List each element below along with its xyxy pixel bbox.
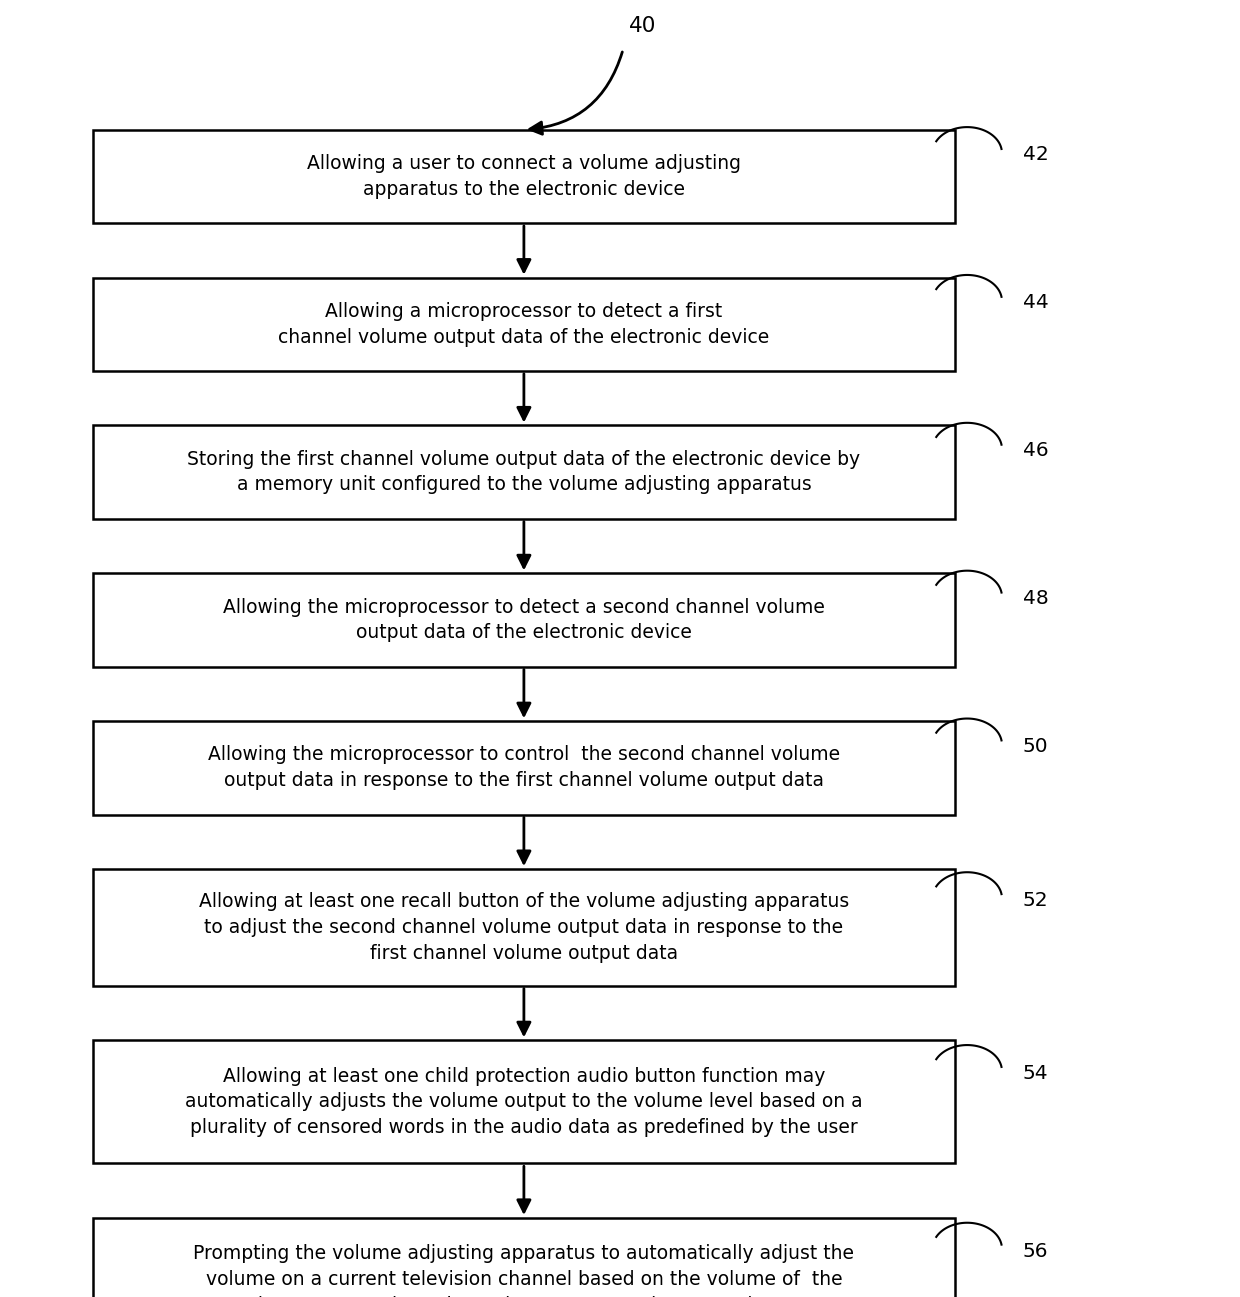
Text: 54: 54 bbox=[1023, 1064, 1049, 1083]
Text: 40: 40 bbox=[629, 17, 657, 36]
Bar bbox=[93, 278, 955, 371]
Bar bbox=[93, 1040, 955, 1163]
Text: 46: 46 bbox=[1023, 441, 1049, 460]
Text: 48: 48 bbox=[1023, 589, 1049, 608]
Bar bbox=[93, 721, 955, 815]
Text: Allowing a microprocessor to detect a first
channel volume output data of the el: Allowing a microprocessor to detect a fi… bbox=[278, 302, 770, 346]
Text: Storing the first channel volume output data of the electronic device by
a memor: Storing the first channel volume output … bbox=[187, 450, 861, 494]
Text: Allowing the microprocessor to detect a second channel volume
output data of the: Allowing the microprocessor to detect a … bbox=[223, 598, 825, 642]
Bar bbox=[93, 573, 955, 667]
Text: 44: 44 bbox=[1023, 293, 1049, 313]
Text: Allowing at least one recall button of the volume adjusting apparatus
to adjust : Allowing at least one recall button of t… bbox=[198, 892, 849, 962]
Bar bbox=[93, 130, 955, 223]
Text: 42: 42 bbox=[1023, 145, 1049, 165]
Text: 50: 50 bbox=[1023, 737, 1049, 756]
Text: Prompting the volume adjusting apparatus to automatically adjust the
volume on a: Prompting the volume adjusting apparatus… bbox=[193, 1244, 854, 1297]
Text: Allowing at least one child protection audio button function may
automatically a: Allowing at least one child protection a… bbox=[185, 1066, 863, 1137]
Bar bbox=[93, 869, 955, 986]
Text: Allowing a user to connect a volume adjusting
apparatus to the electronic device: Allowing a user to connect a volume adju… bbox=[306, 154, 742, 198]
Text: Allowing the microprocessor to control  the second channel volume
output data in: Allowing the microprocessor to control t… bbox=[208, 746, 839, 790]
Text: 56: 56 bbox=[1023, 1241, 1049, 1261]
Text: 52: 52 bbox=[1023, 891, 1049, 910]
Bar bbox=[93, 1218, 955, 1297]
Bar bbox=[93, 425, 955, 519]
